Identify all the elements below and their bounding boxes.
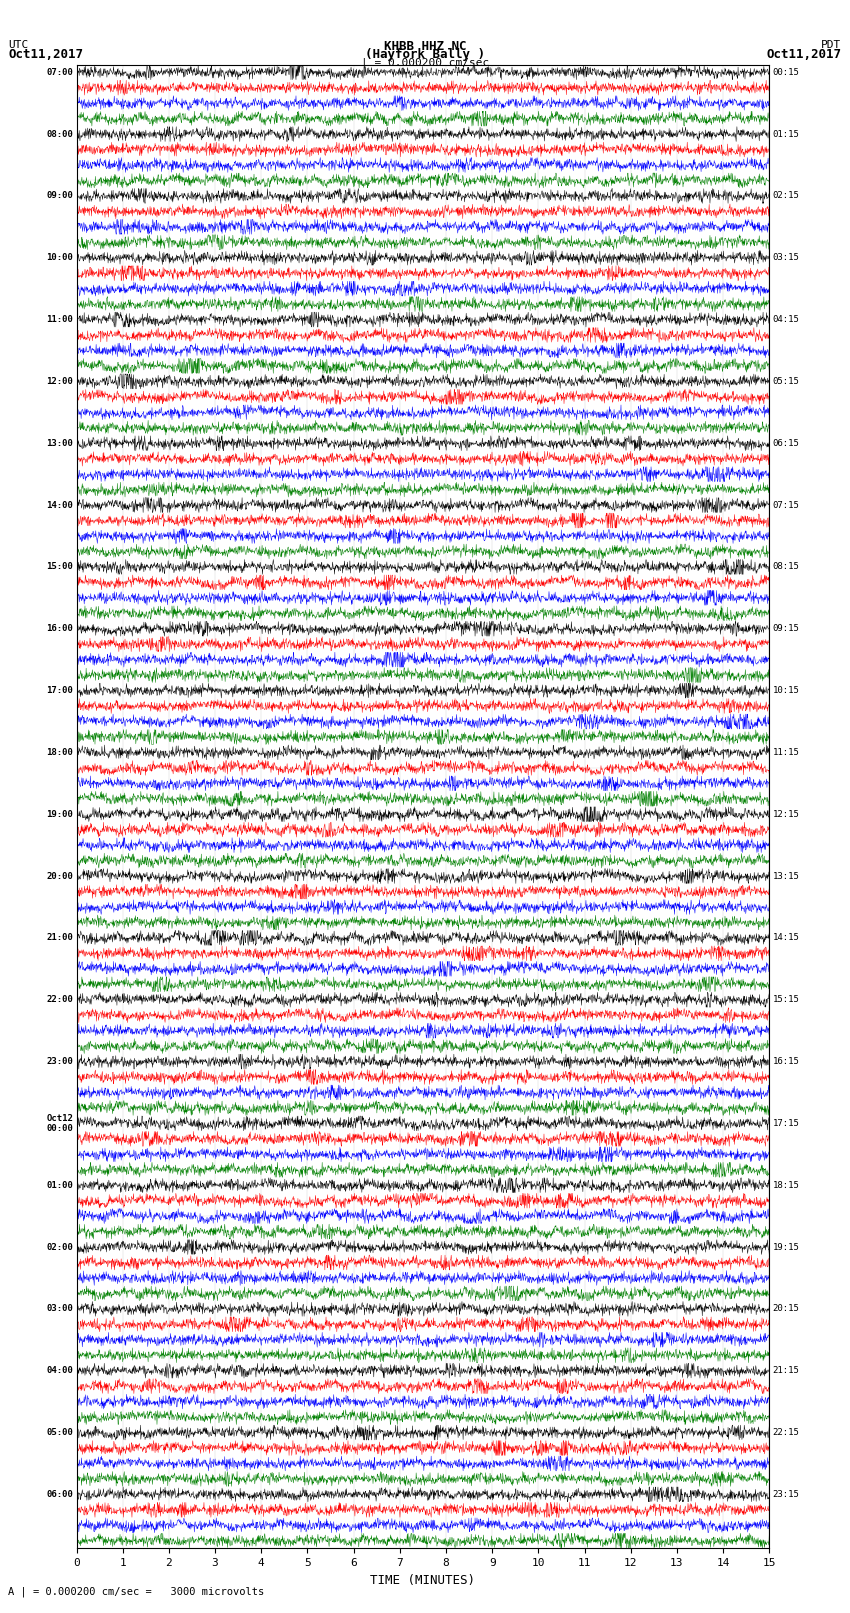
Text: | = 0.000200 cm/sec: | = 0.000200 cm/sec (361, 58, 489, 68)
Text: 06:15: 06:15 (773, 439, 800, 448)
Text: 12:00: 12:00 (46, 377, 73, 386)
Text: 07:00: 07:00 (46, 68, 73, 77)
Text: 20:15: 20:15 (773, 1305, 800, 1313)
Text: 23:15: 23:15 (773, 1490, 800, 1498)
Text: 14:00: 14:00 (46, 500, 73, 510)
Text: 00:15: 00:15 (773, 68, 800, 77)
Text: 19:15: 19:15 (773, 1242, 800, 1252)
Text: 03:00: 03:00 (46, 1305, 73, 1313)
Text: 01:00: 01:00 (46, 1181, 73, 1190)
Text: 03:15: 03:15 (773, 253, 800, 263)
Text: 08:15: 08:15 (773, 563, 800, 571)
Text: 07:15: 07:15 (773, 500, 800, 510)
Text: 00:00: 00:00 (46, 1124, 73, 1132)
Text: 02:15: 02:15 (773, 192, 800, 200)
Text: Oct12: Oct12 (46, 1115, 73, 1123)
Text: (Hayfork Bally ): (Hayfork Bally ) (365, 48, 485, 61)
Text: 15:00: 15:00 (46, 563, 73, 571)
Text: 16:15: 16:15 (773, 1057, 800, 1066)
Text: Oct11,2017: Oct11,2017 (8, 48, 83, 61)
Text: 10:00: 10:00 (46, 253, 73, 263)
X-axis label: TIME (MINUTES): TIME (MINUTES) (371, 1574, 475, 1587)
Text: 04:00: 04:00 (46, 1366, 73, 1376)
Text: 12:15: 12:15 (773, 810, 800, 819)
Text: 15:15: 15:15 (773, 995, 800, 1005)
Text: 01:15: 01:15 (773, 129, 800, 139)
Text: 10:15: 10:15 (773, 686, 800, 695)
Text: PDT: PDT (821, 39, 842, 50)
Text: 22:00: 22:00 (46, 995, 73, 1005)
Text: 18:00: 18:00 (46, 748, 73, 756)
Text: 09:00: 09:00 (46, 192, 73, 200)
Text: UTC: UTC (8, 39, 29, 50)
Text: 11:00: 11:00 (46, 315, 73, 324)
Text: 22:15: 22:15 (773, 1428, 800, 1437)
Text: 08:00: 08:00 (46, 129, 73, 139)
Text: 23:00: 23:00 (46, 1057, 73, 1066)
Text: 06:00: 06:00 (46, 1490, 73, 1498)
Text: 18:15: 18:15 (773, 1181, 800, 1190)
Text: Oct11,2017: Oct11,2017 (767, 48, 842, 61)
Text: 05:15: 05:15 (773, 377, 800, 386)
Text: 21:15: 21:15 (773, 1366, 800, 1376)
Text: KHBB HHZ NC: KHBB HHZ NC (383, 39, 467, 53)
Text: 17:00: 17:00 (46, 686, 73, 695)
Text: 19:00: 19:00 (46, 810, 73, 819)
Text: 05:00: 05:00 (46, 1428, 73, 1437)
Text: 02:00: 02:00 (46, 1242, 73, 1252)
Text: 21:00: 21:00 (46, 934, 73, 942)
Text: 14:15: 14:15 (773, 934, 800, 942)
Text: 17:15: 17:15 (773, 1119, 800, 1127)
Text: 04:15: 04:15 (773, 315, 800, 324)
Text: 11:15: 11:15 (773, 748, 800, 756)
Text: 09:15: 09:15 (773, 624, 800, 634)
Text: 20:00: 20:00 (46, 871, 73, 881)
Text: 13:15: 13:15 (773, 871, 800, 881)
Text: 16:00: 16:00 (46, 624, 73, 634)
Text: A | = 0.000200 cm/sec =   3000 microvolts: A | = 0.000200 cm/sec = 3000 microvolts (8, 1586, 264, 1597)
Text: 13:00: 13:00 (46, 439, 73, 448)
